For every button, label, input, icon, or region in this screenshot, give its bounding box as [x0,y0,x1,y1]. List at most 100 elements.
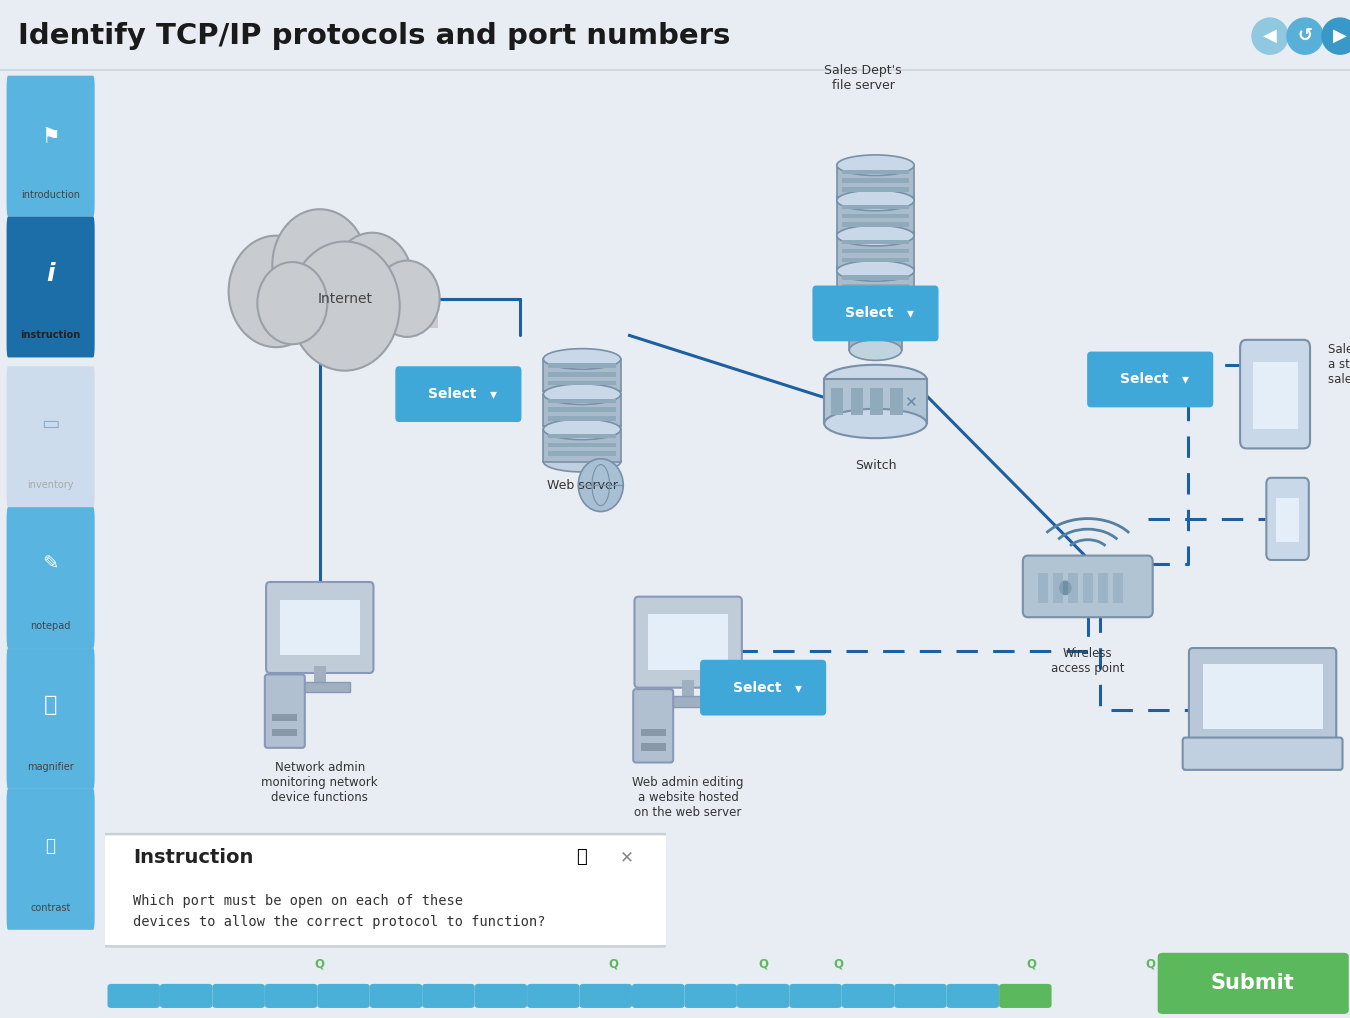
Text: Wireless
access point: Wireless access point [1052,646,1125,675]
Text: Switch: Switch [855,459,896,471]
Ellipse shape [837,155,914,175]
Text: ↺: ↺ [1297,27,1312,45]
Circle shape [1058,580,1072,596]
Circle shape [1251,18,1288,54]
FancyBboxPatch shape [396,366,521,422]
Bar [543,394,621,427]
Ellipse shape [825,364,926,394]
FancyBboxPatch shape [475,983,526,1008]
Text: Instruction: Instruction [134,848,254,867]
Ellipse shape [543,381,621,401]
Text: ✕: ✕ [620,848,633,866]
Bar [1276,499,1299,543]
FancyBboxPatch shape [1158,953,1349,1014]
Text: Sales Dept's
file server: Sales Dept's file server [824,64,902,92]
Bar [842,222,909,227]
Text: ⚑: ⚑ [42,127,59,148]
Ellipse shape [837,190,914,211]
Text: ▾: ▾ [795,681,802,694]
FancyBboxPatch shape [7,217,94,357]
Text: i: i [46,262,55,286]
FancyBboxPatch shape [701,660,826,716]
Bar [842,284,909,288]
Ellipse shape [849,298,902,320]
FancyBboxPatch shape [7,507,94,648]
FancyBboxPatch shape [842,983,894,1008]
Ellipse shape [837,222,914,243]
Text: inventory: inventory [27,480,74,490]
Text: Internet: Internet [317,292,373,305]
Text: Q: Q [833,957,842,970]
Bar [548,416,616,420]
Ellipse shape [543,419,621,440]
Text: Select: Select [428,387,477,401]
Ellipse shape [837,187,914,208]
Bar [871,388,883,414]
Bar [837,165,914,197]
Circle shape [258,262,327,344]
Ellipse shape [837,293,914,314]
Text: ◀: ◀ [1264,27,1277,45]
FancyBboxPatch shape [423,983,475,1008]
FancyBboxPatch shape [633,689,674,762]
Circle shape [228,235,324,347]
Bar [1203,664,1323,729]
Text: instruction: instruction [20,331,81,340]
Text: Which port must be open on each of these
devices to allow the correct protocol t: Which port must be open on each of these… [134,894,545,928]
FancyBboxPatch shape [1266,477,1308,560]
Bar [842,187,909,191]
FancyBboxPatch shape [1183,738,1342,770]
Bar [548,373,616,377]
FancyBboxPatch shape [159,983,212,1008]
Text: Web admin editing
a website hosted
on the web server: Web admin editing a website hosted on th… [632,776,744,818]
Circle shape [1287,18,1323,54]
Bar [1083,573,1092,603]
FancyBboxPatch shape [579,983,632,1008]
Ellipse shape [825,409,926,438]
Bar [842,170,909,174]
Bar [548,398,616,403]
FancyBboxPatch shape [7,789,94,929]
Bar [842,240,909,244]
FancyBboxPatch shape [251,291,439,328]
Bar [842,205,909,210]
FancyBboxPatch shape [999,983,1052,1008]
Bar [842,275,909,280]
Bar [659,696,718,706]
Bar [273,714,297,722]
FancyBboxPatch shape [212,983,265,1008]
Bar [850,388,863,414]
FancyBboxPatch shape [632,983,684,1008]
Circle shape [375,261,440,337]
FancyBboxPatch shape [7,648,94,789]
Text: Web server: Web server [547,479,617,493]
Bar [891,388,903,414]
Text: Select: Select [733,681,782,694]
Text: notepad: notepad [31,621,70,631]
Bar [543,359,621,391]
Circle shape [1322,18,1350,54]
Bar [548,443,616,447]
Bar [1038,573,1048,603]
Bar [1053,573,1062,603]
FancyBboxPatch shape [265,675,305,748]
Bar [313,666,327,683]
FancyBboxPatch shape [1087,351,1214,407]
Bar [279,600,359,656]
FancyBboxPatch shape [265,983,317,1008]
Ellipse shape [543,384,621,404]
Text: ▾: ▾ [1181,373,1188,387]
FancyBboxPatch shape [894,983,946,1008]
FancyBboxPatch shape [526,983,579,1008]
Text: Network admin
monitoring network
device functions: Network admin monitoring network device … [262,761,378,804]
Bar [682,680,694,698]
Text: ✎: ✎ [42,555,59,574]
Bar [273,729,297,736]
Text: Q: Q [609,957,618,970]
FancyBboxPatch shape [370,983,423,1008]
Bar [548,363,616,367]
Text: introduction: introduction [22,189,80,200]
Text: magnifier: magnifier [27,761,74,772]
Bar [830,388,842,414]
Text: Q: Q [1026,957,1037,970]
